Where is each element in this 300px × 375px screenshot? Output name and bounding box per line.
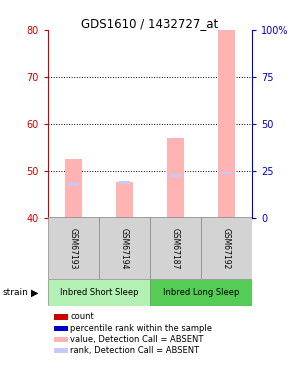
Bar [221,172,232,174]
Bar [99,217,150,279]
Text: GSM67192: GSM67192 [222,228,231,269]
Text: rank, Detection Call = ABSENT: rank, Detection Call = ABSENT [70,346,200,355]
Text: value, Detection Call = ABSENT: value, Detection Call = ABSENT [70,335,204,344]
Text: ▶: ▶ [31,288,38,297]
Bar [68,183,79,186]
Bar [116,182,134,218]
Bar [64,159,82,218]
Text: Inbred Long Sleep: Inbred Long Sleep [163,288,239,297]
Bar [218,30,236,217]
Bar [150,279,252,306]
Text: Inbred Short Sleep: Inbred Short Sleep [60,288,138,297]
Text: strain: strain [3,288,29,297]
Bar [48,217,99,279]
Bar [119,181,130,184]
Bar [150,217,201,279]
Text: percentile rank within the sample: percentile rank within the sample [70,324,212,333]
Text: count: count [70,312,94,321]
Text: GSM67187: GSM67187 [171,228,180,269]
Text: GSM67194: GSM67194 [120,228,129,269]
Bar [201,217,252,279]
Bar [170,174,181,177]
Text: GSM67193: GSM67193 [69,228,78,269]
Text: GDS1610 / 1432727_at: GDS1610 / 1432727_at [81,17,219,30]
Bar [167,138,184,218]
Bar [48,279,150,306]
